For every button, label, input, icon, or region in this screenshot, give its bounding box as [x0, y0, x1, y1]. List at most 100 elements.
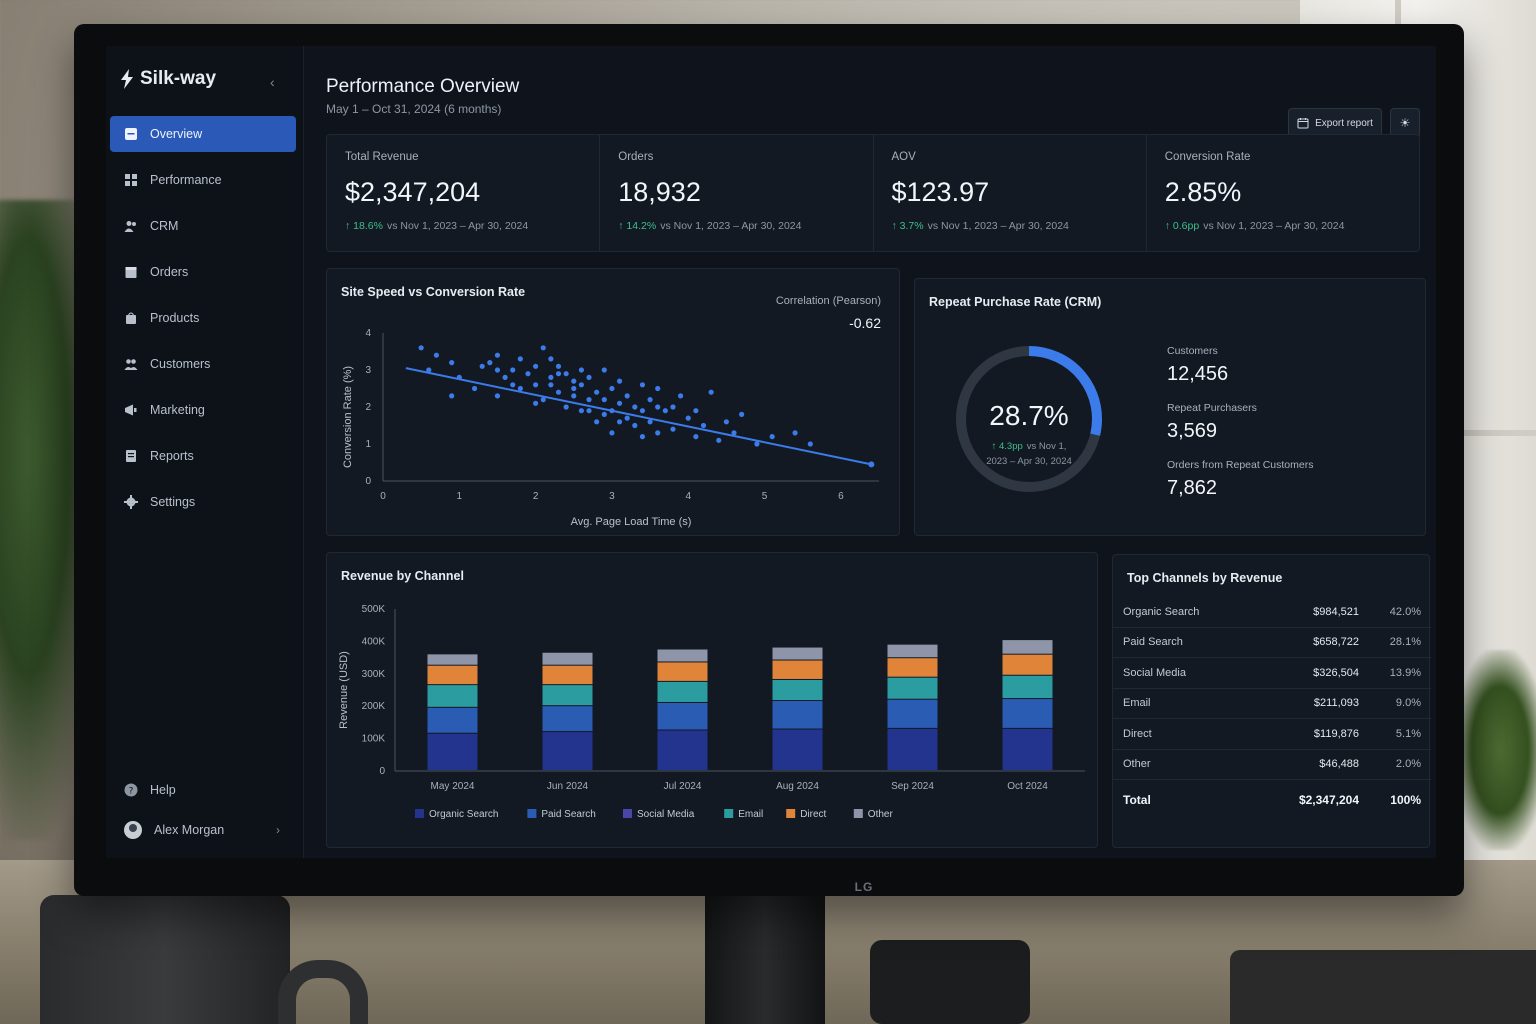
- scatter-point: [578, 408, 584, 414]
- screen: Silk-way ‹ Overview Performance CRM Orders P…: [106, 46, 1436, 858]
- legend-swatch: [527, 809, 537, 818]
- bar-segment: [657, 730, 708, 770]
- scatter-point: [502, 374, 508, 380]
- scatter-point: [586, 408, 592, 414]
- sidebar-item-label: Overview: [150, 127, 203, 141]
- scatter-point: [533, 400, 539, 406]
- webcam: [870, 940, 1030, 1024]
- channel-revenue: $46,488: [1319, 758, 1359, 771]
- arrow-up-icon: ↑: [992, 441, 999, 452]
- correlation-value: -0.62: [849, 315, 881, 331]
- sidebar-item-reports[interactable]: Reports: [110, 438, 296, 474]
- scatter-point: [601, 397, 607, 403]
- sidebar-item-products[interactable]: Products: [110, 300, 296, 336]
- channel-revenue: $211,093: [1313, 697, 1359, 710]
- repeat-delta: ↑ 4.3pp vs Nov 1,: [992, 441, 1067, 452]
- export-report-button[interactable]: Export report: [1288, 108, 1382, 138]
- help-link[interactable]: ? Help: [110, 772, 296, 808]
- bar-segment: [542, 732, 593, 770]
- scatter-point: [571, 378, 577, 384]
- users-icon: [124, 219, 138, 233]
- scatter-point: [609, 430, 615, 436]
- arrow-up-icon: ↑: [1164, 220, 1173, 232]
- bar-segment: [887, 677, 938, 699]
- top-channels-table: Organic Search $984,521 42.0% Paid Search $6…: [1113, 597, 1431, 820]
- trend-end-point: [868, 461, 875, 468]
- kpi-label: Total Revenue: [345, 151, 419, 163]
- scatter-point: [616, 378, 623, 384]
- chart-title: Revenue by Channel: [341, 569, 464, 583]
- scatter-point: [632, 422, 638, 429]
- bar-segment: [542, 706, 593, 732]
- kpi-card: Conversion Rate 2.85% ↑ 0.6pp vs Nov 1, 202…: [1147, 135, 1419, 251]
- scatter-point: [548, 382, 554, 388]
- correlation-label: Correlation (Pearson): [775, 295, 881, 307]
- page-title: Performance Overview: [326, 76, 520, 97]
- bag-icon: [124, 311, 138, 325]
- table-row: Social Media $326,504 13.9%: [1113, 658, 1431, 689]
- scatter-point: [525, 371, 531, 377]
- channel-share: 28.1%: [1389, 636, 1421, 649]
- delta-up: ↑ 14.2%: [618, 220, 656, 232]
- sidebar-item-performance[interactable]: Performance: [110, 162, 296, 198]
- sidebar-item-crm[interactable]: CRM: [110, 208, 296, 244]
- delta-up: ↑ 3.7%: [892, 220, 924, 232]
- sidebar-item-orders[interactable]: Orders: [110, 254, 296, 290]
- scatter-point: [792, 430, 798, 436]
- sidebar-item-overview[interactable]: Overview: [110, 116, 296, 152]
- scatter-point: [548, 356, 554, 362]
- theme-toggle-button[interactable]: ☀: [1390, 108, 1420, 138]
- help-icon: ?: [124, 783, 138, 797]
- scatter-point: [510, 382, 516, 388]
- bar-segment: [542, 685, 593, 706]
- bar-segment: [772, 647, 823, 660]
- x-tick-label: 3: [609, 491, 615, 502]
- y-tick-label: 4: [365, 328, 371, 339]
- scatter-point: [731, 430, 737, 436]
- channel-share: 42.0%: [1389, 605, 1421, 618]
- sidebar-item-label: Settings: [150, 495, 196, 509]
- sidebar-item-customers[interactable]: Customers: [110, 346, 296, 382]
- scatter-point: [647, 397, 653, 403]
- sidebar-item-settings[interactable]: Settings: [110, 484, 296, 520]
- repeat-stat-value: 12,456: [1167, 363, 1229, 385]
- scatter-point: [555, 371, 562, 377]
- export-label: Export report: [1315, 117, 1373, 129]
- scatter-point: [754, 441, 760, 447]
- scatter-point: [449, 360, 455, 366]
- sidebar-item-marketing[interactable]: Marketing: [110, 392, 296, 428]
- bar-segment: [427, 685, 478, 707]
- scatter-point: [586, 374, 592, 380]
- donut-chart: 28.7% ↑ 4.3pp vs Nov 1, 2023 – Apr 30, 2024: [956, 346, 1102, 492]
- scatter-point: [662, 408, 668, 414]
- sidebar-nav: Overview Performance CRM Orders Products Cust…: [110, 116, 296, 530]
- app-name: Silk-way: [140, 68, 217, 89]
- trend-line: [405, 367, 872, 466]
- logo[interactable]: Silk-way: [120, 68, 216, 90]
- y-tick-label: 0: [365, 476, 371, 487]
- scatter-point: [639, 408, 646, 414]
- legend-label: Direct: [800, 809, 826, 820]
- table-total-row: Total $2,347,204 100%: [1113, 780, 1431, 820]
- delta-compare: vs Nov 1, 2023 – Apr 30, 2024: [927, 220, 1069, 232]
- scatter-chart: 0 1 2 3 4 5 6 0 1 2 3 4 Avg. Page Load Time (s) Conve…: [342, 328, 879, 528]
- x-axis-label: Avg. Page Load Time (s): [571, 516, 692, 528]
- scatter-point: [479, 363, 485, 369]
- bar-segment: [427, 707, 478, 733]
- x-tick-label: Jun 2024: [547, 781, 589, 792]
- legend-swatch: [415, 809, 424, 818]
- kpi-card: Orders 18,932 ↑ 14.2% vs Nov 1, 2023 – Apr …: [600, 135, 874, 251]
- channel-name: Social Media: [1123, 666, 1186, 679]
- channel-revenue: $326,504: [1313, 666, 1359, 679]
- scatter-point: [555, 363, 562, 369]
- sidebar-item-label: Marketing: [150, 403, 205, 417]
- collapse-sidebar-button[interactable]: ‹: [270, 74, 275, 90]
- x-tick-label: Aug 2024: [776, 781, 819, 792]
- scatter-point: [716, 437, 722, 443]
- scatter-point: [655, 385, 661, 392]
- scatter-point: [578, 382, 584, 388]
- revenue-by-channel-card: Revenue by Channel 0 100K 200K 300K 400K 500K…: [326, 552, 1098, 848]
- bar-segment: [1002, 728, 1053, 770]
- user-menu[interactable]: Alex Morgan ›: [110, 812, 296, 848]
- scatter-point: [624, 393, 630, 399]
